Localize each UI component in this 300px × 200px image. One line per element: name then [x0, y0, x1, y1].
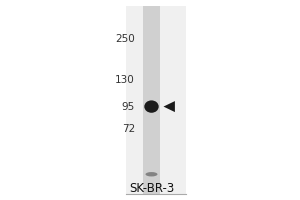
Polygon shape — [164, 101, 175, 112]
Text: 95: 95 — [122, 102, 135, 112]
Text: SK-BR-3: SK-BR-3 — [129, 182, 174, 195]
Text: 72: 72 — [122, 124, 135, 134]
Text: 250: 250 — [115, 34, 135, 44]
Ellipse shape — [144, 100, 159, 113]
Ellipse shape — [146, 172, 158, 176]
Bar — [143, 6, 160, 194]
Bar — [126, 6, 186, 194]
Text: 130: 130 — [115, 75, 135, 85]
